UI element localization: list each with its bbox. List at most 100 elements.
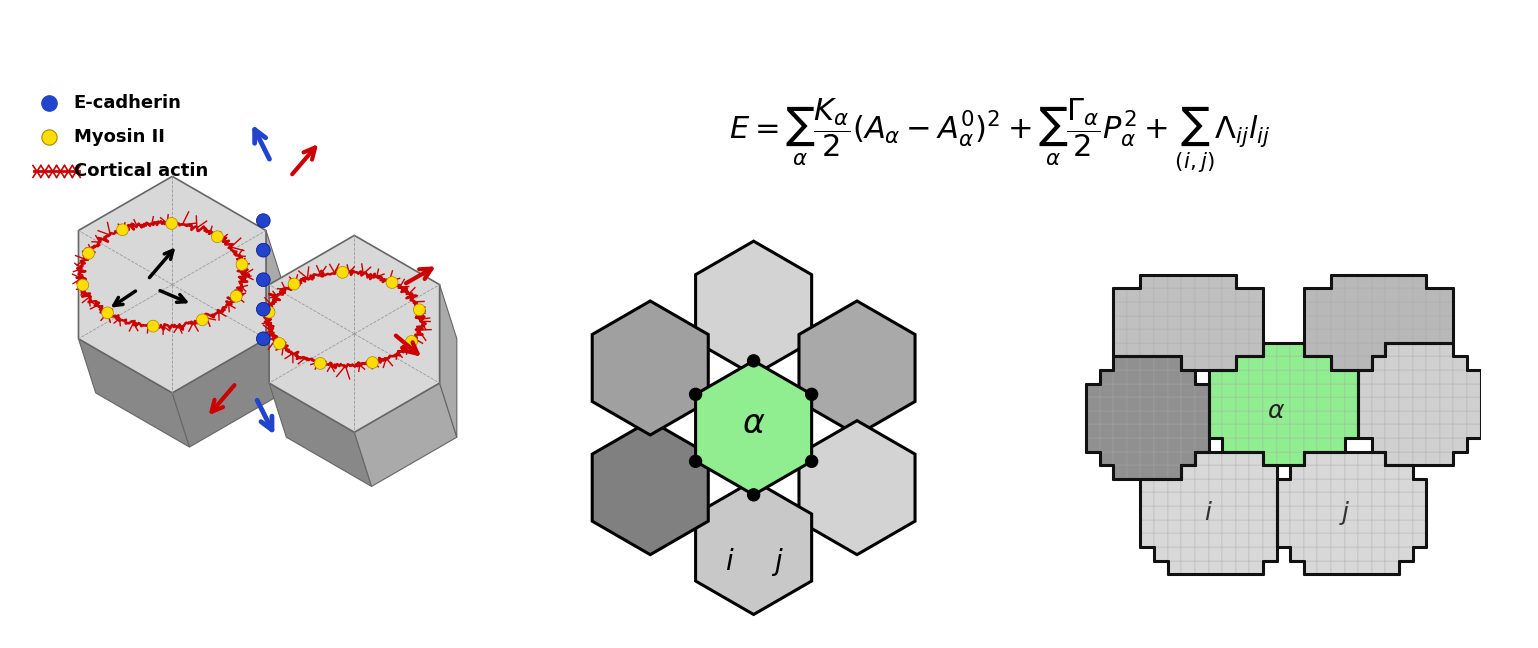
Bar (1181, 520, 1195, 533)
Bar (1412, 479, 1426, 492)
Bar (1195, 384, 1209, 397)
Bar (1304, 370, 1318, 384)
Bar (1181, 452, 1195, 465)
Bar (1209, 302, 1223, 316)
Bar (1181, 424, 1195, 438)
Bar (1249, 438, 1263, 452)
Bar (1344, 465, 1358, 479)
Bar (1223, 288, 1235, 302)
Bar (1400, 424, 1412, 438)
Bar (1249, 452, 1263, 465)
Bar (1127, 302, 1141, 316)
Bar (1277, 479, 1290, 492)
Bar (1426, 356, 1440, 370)
Bar (1235, 479, 1249, 492)
Bar (1100, 424, 1114, 438)
Bar (1440, 384, 1453, 397)
Bar (1195, 465, 1209, 479)
Bar (1223, 343, 1235, 356)
Bar (1223, 356, 1235, 370)
Bar (1358, 384, 1372, 397)
Bar (1249, 520, 1263, 533)
Circle shape (148, 320, 158, 332)
Bar (1386, 288, 1400, 302)
Bar (1372, 370, 1386, 384)
Bar (1290, 533, 1304, 547)
Bar (1318, 370, 1330, 384)
Polygon shape (440, 284, 457, 437)
Bar (1453, 438, 1467, 452)
Bar (1249, 506, 1263, 520)
Bar (1209, 343, 1223, 356)
Bar (1358, 370, 1372, 384)
Bar (1167, 547, 1181, 561)
Bar (1181, 370, 1195, 384)
Bar (1263, 547, 1277, 561)
Bar (1263, 479, 1277, 492)
Bar (1277, 506, 1290, 520)
Bar (1400, 533, 1412, 547)
Bar (1330, 384, 1344, 397)
Bar (1249, 356, 1263, 370)
Bar (1372, 302, 1386, 316)
Circle shape (689, 388, 703, 401)
Circle shape (747, 354, 760, 367)
Bar (1330, 520, 1344, 533)
Bar (1127, 316, 1141, 329)
Bar (1181, 397, 1195, 411)
Bar (1467, 424, 1481, 438)
Bar (1400, 370, 1412, 384)
Text: $E = \sum_\alpha \dfrac{K_\alpha}{2}(A_\alpha - A^0_\alpha)^2+ \sum_\alpha \dfra: $E = \sum_\alpha \dfrac{K_\alpha}{2}(A_\… (729, 97, 1270, 176)
Bar (1400, 356, 1412, 370)
Bar (1223, 452, 1235, 465)
Bar (1263, 424, 1277, 438)
Bar (1304, 424, 1318, 438)
Bar (1318, 452, 1330, 465)
Bar (1249, 533, 1263, 547)
Bar (1154, 329, 1167, 343)
Bar (1318, 492, 1330, 506)
Bar (1318, 302, 1330, 316)
Polygon shape (269, 235, 440, 432)
Bar (1154, 492, 1167, 506)
Bar (1386, 275, 1400, 288)
Bar (1386, 438, 1400, 452)
Bar (1304, 329, 1318, 343)
Bar (1114, 411, 1127, 424)
Bar (1223, 492, 1235, 506)
Bar (1290, 356, 1304, 370)
Bar (1235, 547, 1249, 561)
Polygon shape (266, 231, 283, 393)
Bar (1167, 561, 1181, 574)
Bar (1277, 452, 1290, 465)
Bar (1440, 288, 1453, 302)
Bar (1304, 356, 1318, 370)
Bar (1235, 356, 1249, 370)
Bar (1344, 479, 1358, 492)
Bar (1167, 302, 1181, 316)
Bar (1344, 370, 1358, 384)
Bar (1154, 438, 1167, 452)
Bar (1154, 479, 1167, 492)
Bar (1358, 411, 1372, 424)
Bar (1114, 424, 1127, 438)
Circle shape (386, 277, 398, 288)
Circle shape (414, 304, 424, 316)
Circle shape (257, 214, 271, 227)
Bar (1209, 506, 1223, 520)
Bar (1167, 411, 1181, 424)
Bar (1195, 288, 1209, 302)
Circle shape (237, 259, 248, 270)
Bar (1386, 316, 1400, 329)
Bar (1167, 288, 1181, 302)
Bar (1249, 547, 1263, 561)
Bar (1263, 465, 1277, 479)
Circle shape (257, 303, 271, 316)
Bar (1223, 397, 1235, 411)
Bar (1086, 397, 1100, 411)
Bar (1440, 438, 1453, 452)
Bar (1235, 411, 1249, 424)
Text: $\alpha$: $\alpha$ (741, 406, 766, 439)
Bar (1304, 479, 1318, 492)
Bar (1358, 302, 1372, 316)
